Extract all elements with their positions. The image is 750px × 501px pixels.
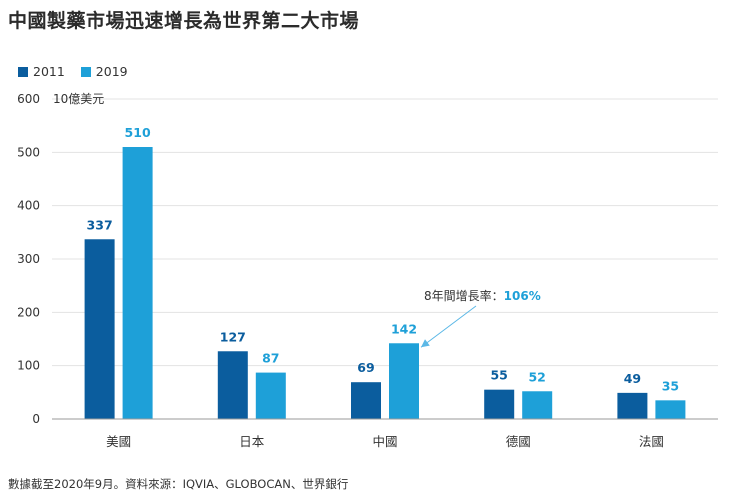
growth-annotation-label: 8年間增長率： — [424, 288, 504, 303]
footnote: 數據截至2020年9月。資料來源：IQVIA、GLOBOCAN、世界銀行 — [8, 477, 349, 491]
value-label-2011: 69 — [357, 360, 374, 375]
category-label: 德國 — [506, 434, 531, 449]
bar-2019 — [389, 343, 419, 419]
value-label-2019: 510 — [125, 125, 151, 140]
y-tick-label: 100 — [17, 359, 40, 373]
bar-2019 — [122, 147, 153, 419]
bar-2011 — [351, 382, 381, 419]
annotation-arrow-line — [420, 305, 477, 348]
chart-title: 中國製藥市場迅速增長為世界第二大市場 — [8, 10, 360, 32]
legend-label-2019: 2019 — [95, 64, 128, 79]
legend-item-2011: 2011 — [18, 64, 65, 79]
value-label-2019: 52 — [528, 369, 545, 384]
category-label: 日本 — [239, 434, 265, 449]
legend-label-2011: 2011 — [33, 64, 65, 79]
value-label-2011: 127 — [220, 329, 246, 344]
annotation-arrow-head — [421, 339, 430, 348]
y-tick-label: 0 — [32, 412, 40, 426]
category-label: 美國 — [106, 434, 131, 449]
y-tick-label: 400 — [17, 199, 40, 213]
legend-item-2019: 2019 — [80, 64, 128, 79]
legend: 2011 2019 — [18, 64, 140, 79]
value-label-2011: 49 — [624, 371, 641, 386]
category-label: 中國 — [372, 434, 397, 449]
legend-swatch-2019 — [80, 67, 91, 77]
value-label-2019: 87 — [262, 351, 279, 366]
value-label-2011: 337 — [87, 217, 113, 232]
bar-2019 — [655, 400, 686, 419]
bar-2019 — [255, 372, 286, 419]
y-tick-label: 200 — [17, 305, 40, 319]
bar-2011 — [84, 239, 115, 419]
legend-swatch-2011 — [18, 67, 28, 77]
y-unit-label: 10億美元 — [53, 92, 104, 106]
growth-annotation-value: 106% — [504, 289, 541, 303]
bar-2011 — [484, 389, 515, 419]
value-label-2019: 142 — [391, 321, 417, 336]
bar-2011 — [217, 351, 248, 419]
bar-2019 — [522, 391, 553, 419]
y-tick-label: 300 — [17, 252, 40, 266]
category-label: 法國 — [639, 434, 664, 449]
value-label-2019: 35 — [662, 378, 679, 393]
growth-annotation: 8年間增長率：106% — [424, 288, 541, 303]
bar-2011 — [617, 392, 648, 419]
y-tick-label: 600 — [17, 92, 40, 106]
y-tick-label: 500 — [17, 145, 40, 159]
value-label-2011: 55 — [490, 368, 507, 383]
